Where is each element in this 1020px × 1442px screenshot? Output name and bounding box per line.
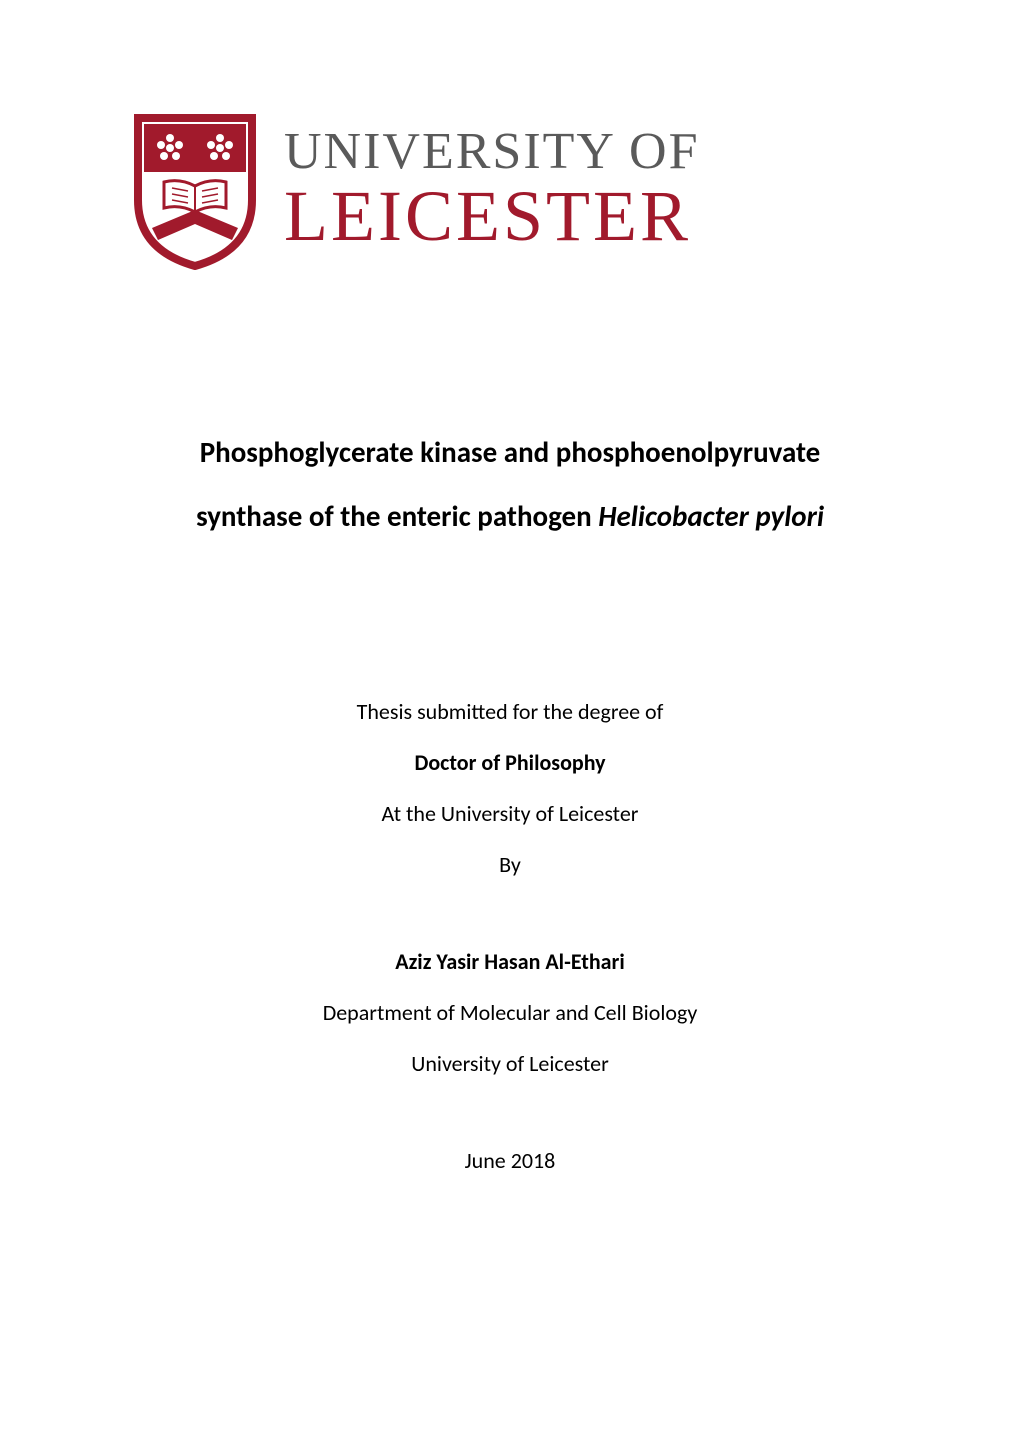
submission-date: June 2018 — [110, 1147, 910, 1174]
wordmark-line2: LEICESTER — [284, 175, 700, 258]
author-name: Aziz Yasir Hasan Al-Ethari — [110, 948, 910, 975]
title-line-2-plain: synthase of the enteric pathogen — [196, 498, 598, 534]
shield-icon — [130, 110, 260, 270]
title-species-name: Helicobacter pylori — [598, 498, 824, 534]
book-icon — [164, 181, 226, 212]
title-line-2: synthase of the enteric pathogen Helicob… — [130, 484, 890, 548]
title-line-1: Phosphoglycerate kinase and phosphoenolp… — [130, 420, 890, 484]
university-logo: UNIVERSITY OF LEICESTER — [130, 110, 890, 270]
university-wordmark: UNIVERSITY OF LEICESTER — [284, 122, 700, 258]
submission-institution: At the University of Leicester — [110, 800, 910, 827]
date-block: June 2018 — [110, 1147, 910, 1174]
submission-block: Thesis submitted for the degree of Docto… — [110, 698, 910, 878]
author-university: University of Leicester — [110, 1050, 910, 1077]
author-department: Department of Molecular and Cell Biology — [110, 999, 910, 1026]
author-block: Aziz Yasir Hasan Al-Ethari Department of… — [110, 948, 910, 1077]
thesis-title: Phosphoglycerate kinase and phosphoenolp… — [110, 420, 910, 548]
by-label: By — [110, 851, 910, 878]
degree-name: Doctor of Philosophy — [110, 749, 910, 776]
wordmark-line1: UNIVERSITY OF — [284, 122, 700, 181]
submission-line: Thesis submitted for the degree of — [110, 698, 910, 725]
thesis-title-page: UNIVERSITY OF LEICESTER Phosphoglycerate… — [0, 0, 1020, 1442]
